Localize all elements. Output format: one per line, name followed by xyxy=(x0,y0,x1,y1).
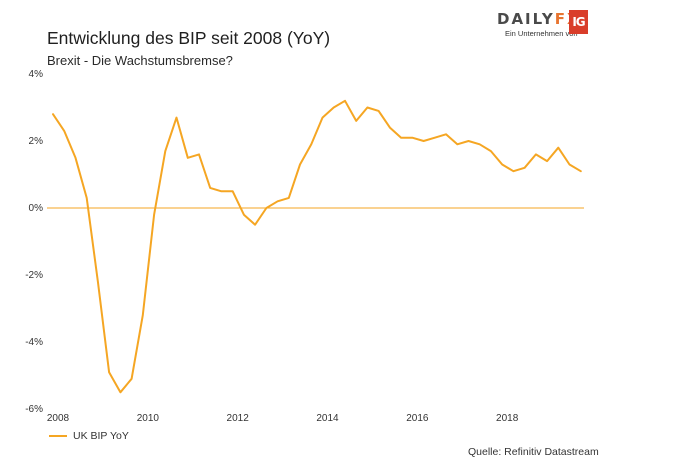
x-tick-label: 2018 xyxy=(496,413,519,424)
x-tick-label: 2008 xyxy=(47,413,70,424)
y-tick-label: 2% xyxy=(29,136,44,147)
chart-legend: UK BIP YoY xyxy=(49,430,129,442)
y-tick-label: -6% xyxy=(25,404,43,415)
series-line-uk-bip-yoy xyxy=(52,99,582,394)
logo-subtitle: Ein Unternehmen von xyxy=(505,29,578,38)
chart-title: Entwicklung des BIP seit 2008 (YoY) xyxy=(47,28,331,48)
ig-logo-badge: IG xyxy=(569,10,588,34)
y-tick-label: 4% xyxy=(29,69,44,80)
y-tick-label: -2% xyxy=(25,270,43,281)
x-tick-label: 2010 xyxy=(137,413,160,424)
dailyfx-logo: DAILYFX Ein Unternehmen von IG xyxy=(497,10,637,44)
y-tick-label: 0% xyxy=(29,203,44,214)
y-tick-label: -4% xyxy=(25,337,43,348)
x-tick-label: 2014 xyxy=(316,413,339,424)
source-note: Quelle: Refinitiv Datastream xyxy=(468,446,599,458)
legend-label: UK BIP YoY xyxy=(73,430,129,442)
x-tick-label: 2012 xyxy=(227,413,250,424)
legend-swatch xyxy=(49,435,67,437)
logo-word-daily: DAILY xyxy=(497,10,555,28)
chart-subtitle: Brexit - Die Wachstumsbremse? xyxy=(47,53,233,68)
x-tick-label: 2016 xyxy=(406,413,429,424)
